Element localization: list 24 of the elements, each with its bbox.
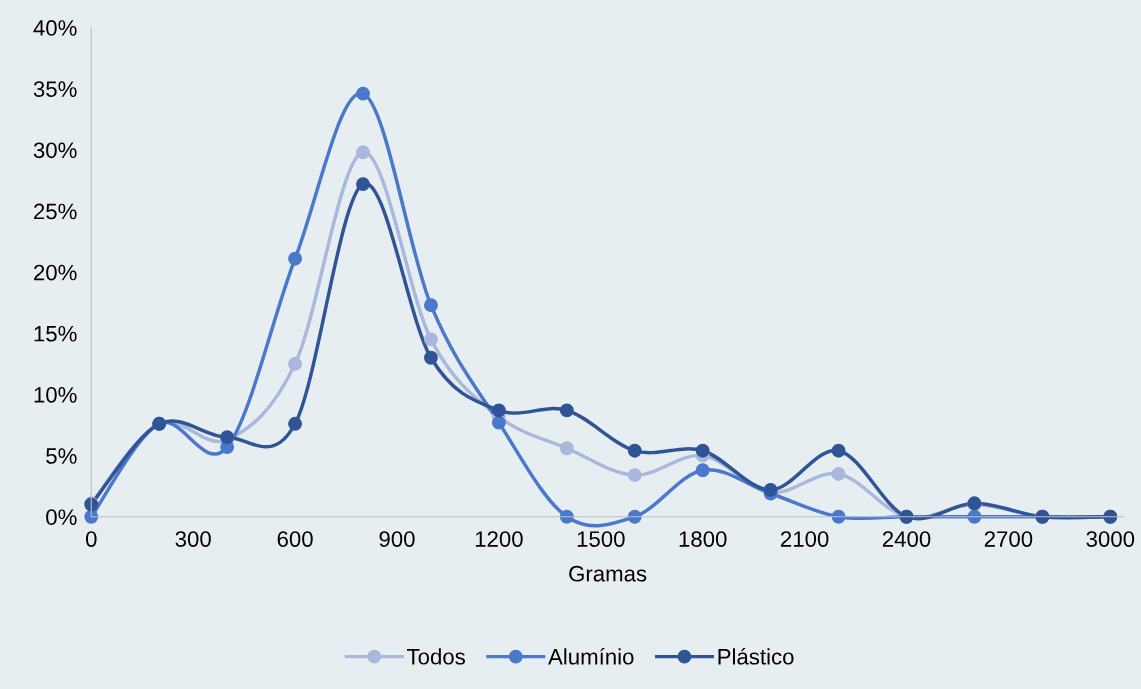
y-tick-label: 30% [33, 142, 77, 159]
y-tick-label: 10% [34, 386, 77, 403]
legend-label: Plástico [718, 648, 794, 665]
y-tick-label: 25% [34, 203, 77, 220]
x-tick-label: 2700 [984, 531, 1033, 547]
legend-label: Alumínio [548, 648, 634, 665]
x-tick-label: 300 [175, 531, 211, 547]
x-tick-label: 2100 [781, 531, 829, 547]
x-tick-label: 0 [85, 531, 97, 547]
y-tick-label: 5% [46, 448, 77, 464]
x-tick-label: 3000 [1086, 531, 1135, 547]
y-tick-label: 40% [33, 20, 77, 36]
y-tick-label: 20% [34, 264, 77, 281]
x-tick-label: 1800 [679, 531, 727, 547]
x-tick-label: 2400 [882, 531, 931, 547]
x-tick-label: 600 [277, 531, 313, 547]
x-axis-title: Gramas [569, 565, 647, 582]
x-tick-label: 900 [379, 531, 415, 547]
y-tick-label: 15% [34, 325, 77, 342]
x-tick-label: 1200 [475, 531, 523, 547]
legend-label: Todos [407, 648, 465, 665]
y-tick-label: 0% [46, 509, 77, 526]
x-tick-label: 1500 [577, 531, 625, 547]
y-tick-label: 35% [33, 81, 77, 97]
